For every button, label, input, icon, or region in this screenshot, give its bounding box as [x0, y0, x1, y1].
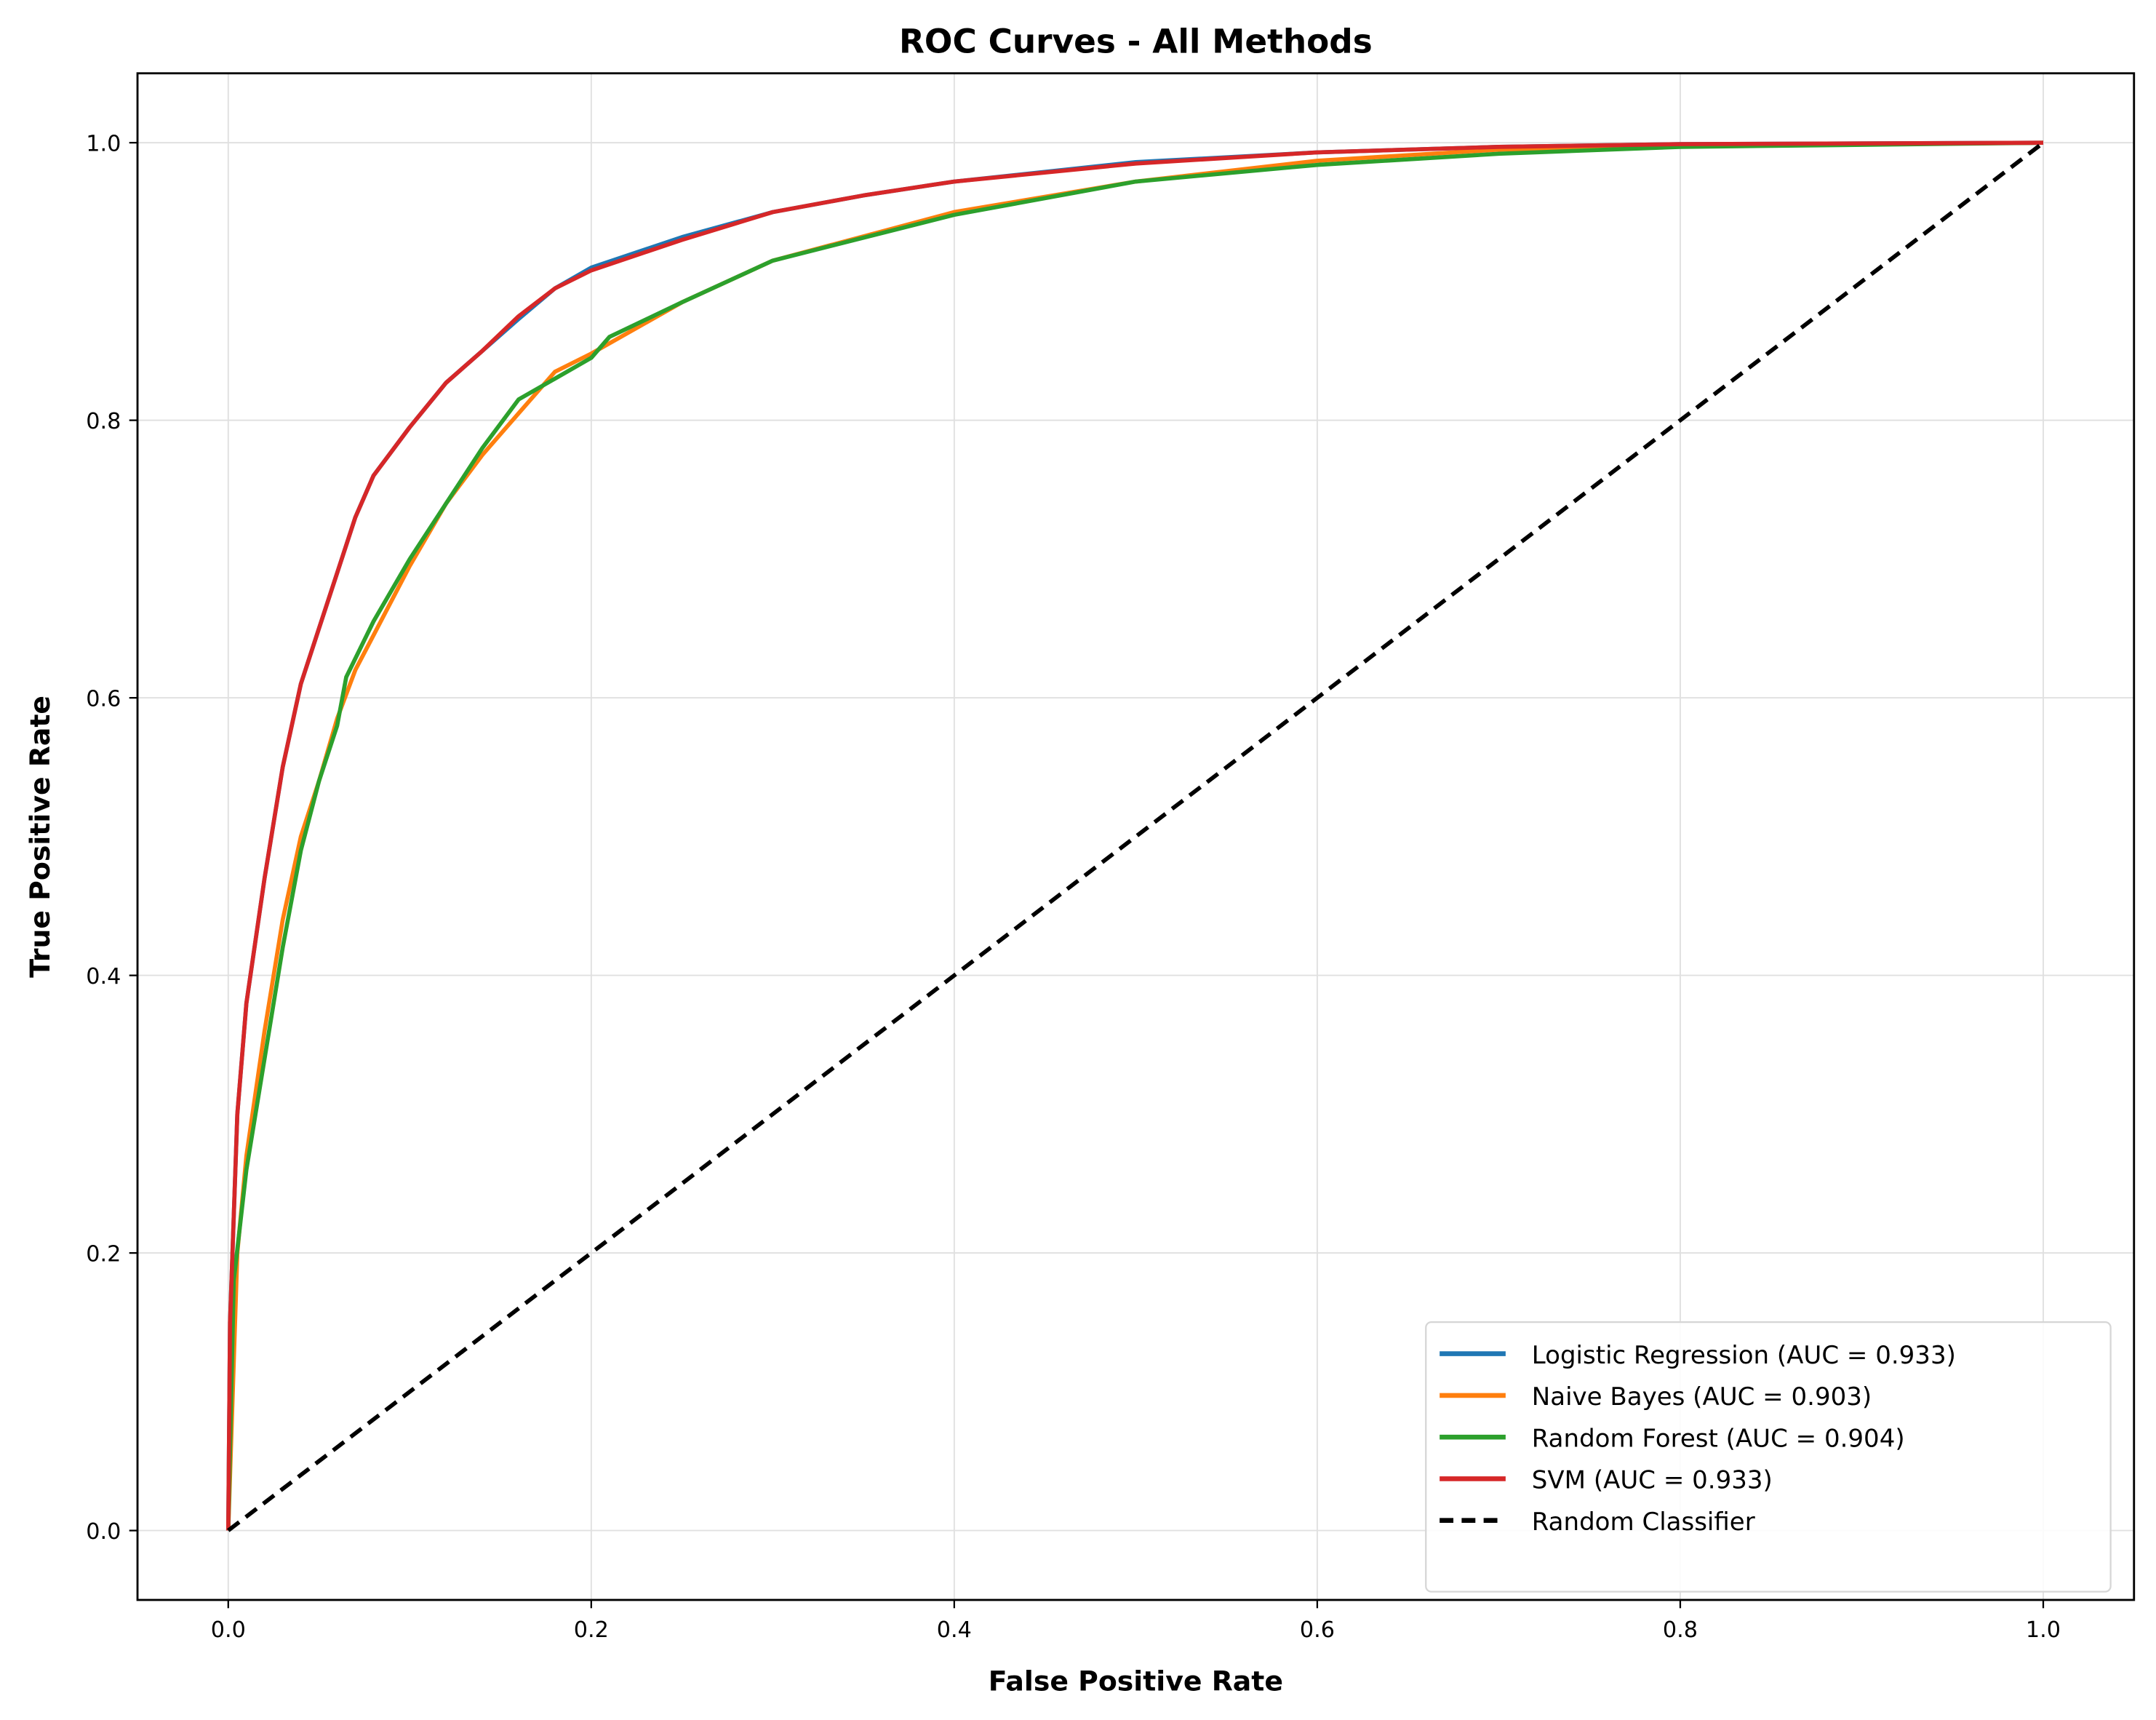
- plot-frame: [136, 72, 2136, 1601]
- x-axis-label: False Positive Rate: [989, 1665, 1283, 1697]
- y-tick-label: 0.0: [86, 1519, 121, 1545]
- series-group: [225, 140, 2045, 1532]
- y-tick-label: 1.0: [86, 131, 121, 156]
- chart-title: ROC Curves - All Methods: [899, 22, 1373, 60]
- y-axis-label: True Positive Rate: [24, 696, 56, 978]
- y-tick-label: 0.2: [86, 1241, 121, 1267]
- y-tick-label: 0.8: [86, 409, 121, 434]
- legend-label: Naive Bayes (AUC = 0.903): [1532, 1382, 1872, 1412]
- series-line-2: [225, 140, 2044, 1531]
- legend-label: Random Classifier: [1532, 1508, 1755, 1537]
- x-tick-label: 0.4: [937, 1617, 972, 1643]
- grid: [137, 73, 2134, 1600]
- legend-label: SVM (AUC = 0.933): [1532, 1466, 1773, 1495]
- x-tick-label: 0.0: [211, 1617, 246, 1643]
- x-tick-label: 0.8: [1663, 1617, 1698, 1643]
- legend: Logistic Regression (AUC = 0.933) Naive B…: [1425, 1321, 2112, 1593]
- x-tick-label: 0.2: [574, 1617, 609, 1643]
- x-tick-label: 1.0: [2026, 1617, 2061, 1643]
- x-tick-label: 0.6: [1300, 1617, 1335, 1643]
- y-tick-label: 0.4: [86, 964, 121, 990]
- legend-label: Logistic Regression (AUC = 0.933): [1532, 1341, 1956, 1370]
- ticks: 0.0 0.2 0.4 0.6 0.8 1.0 0.0 0.2 0.4 0.6 0.8 1.0: [86, 131, 2061, 1643]
- y-tick-label: 0.6: [86, 686, 121, 712]
- legend-label: Random Forest (AUC = 0.904): [1532, 1424, 1905, 1453]
- series-line-4: [227, 140, 2045, 1532]
- series-line-3: [225, 140, 2044, 1531]
- legend-box: [1425, 1321, 2112, 1593]
